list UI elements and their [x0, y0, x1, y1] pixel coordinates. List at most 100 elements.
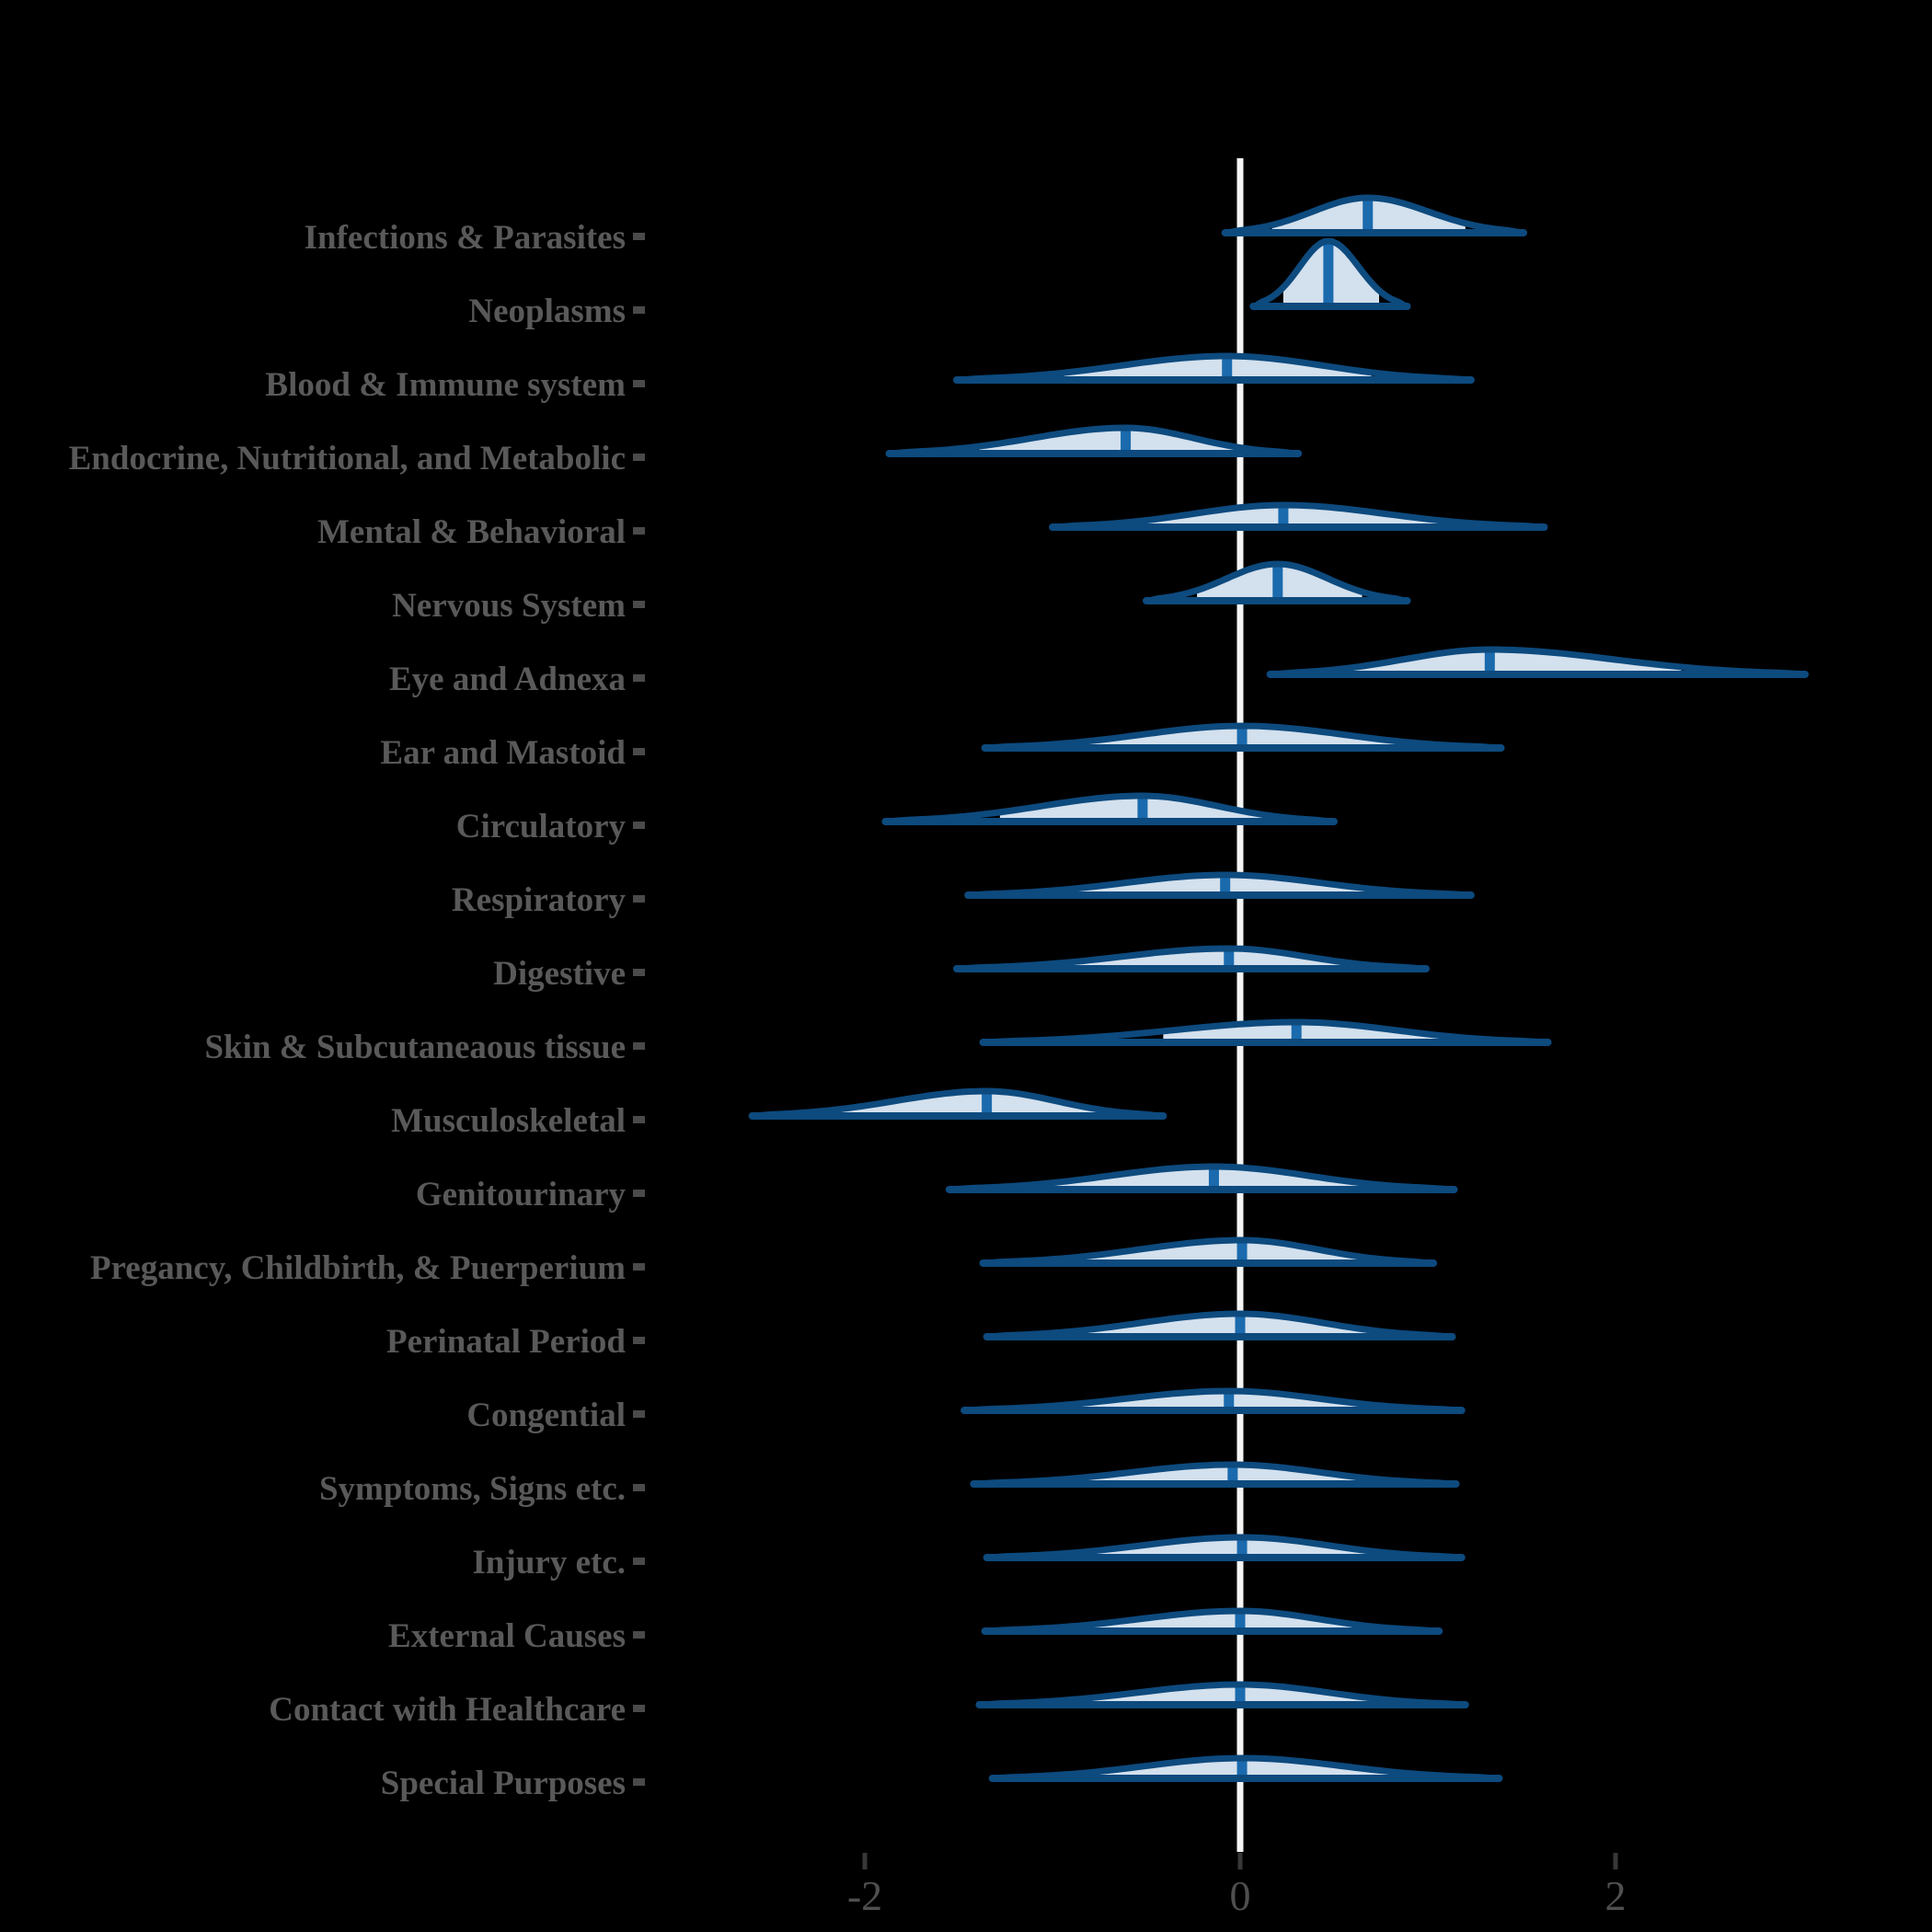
median-bar	[1235, 1682, 1246, 1705]
median-bar	[982, 1088, 993, 1116]
density-outline	[955, 352, 1473, 384]
density-outline	[751, 1087, 1165, 1120]
category-tick-square	[633, 748, 645, 755]
median-bar	[1272, 561, 1283, 601]
violin-row: Ear and Mastoid	[380, 722, 1505, 772]
x-axis-tick-label: -2	[847, 1872, 882, 1919]
density-outline	[888, 424, 1300, 457]
violin-row: Skin & Subcutaneaous tissue	[204, 1018, 1552, 1066]
x-axis-tick-label: 0	[1230, 1872, 1251, 1919]
category-tick-square	[633, 527, 645, 535]
violin-row: Digestive	[493, 945, 1430, 993]
category-label: Pregancy, Childbirth, & Puerperium	[90, 1249, 626, 1287]
category-tick-square	[633, 1410, 645, 1418]
zero-reference-line	[1236, 158, 1244, 1852]
median-bar	[1224, 1388, 1235, 1410]
violin-row: Mental & Behavioral	[317, 501, 1548, 551]
median-bar	[1224, 946, 1235, 969]
violin-row: Infections & Parasites	[305, 194, 1527, 257]
category-tick-square	[633, 1042, 645, 1050]
density-outline	[962, 1387, 1464, 1414]
category-label: Respiratory	[452, 881, 627, 919]
violin-row: Nervous System	[392, 560, 1411, 625]
median-bar	[1236, 1755, 1248, 1778]
category-tick-square	[633, 969, 645, 976]
category-tick-square	[633, 1778, 645, 1786]
density-fill	[1334, 650, 1682, 674]
category-label: Symptoms, Signs etc.	[319, 1470, 626, 1508]
category-label: Nervous System	[392, 587, 626, 625]
median-bar	[1227, 1462, 1238, 1484]
category-label: Congential	[466, 1397, 626, 1434]
median-bar	[1208, 1164, 1219, 1190]
violin-row: Perinatal Period	[386, 1310, 1456, 1361]
category-tick-square	[633, 1190, 645, 1197]
density-outline	[982, 1236, 1435, 1267]
density-outline	[884, 792, 1336, 825]
density-outline	[1269, 646, 1807, 678]
violin-row: Blood & Immune system	[265, 352, 1475, 404]
violin-row: Congential	[466, 1387, 1466, 1434]
category-label: Eye and Adnexa	[389, 661, 626, 698]
density-outline	[983, 722, 1502, 752]
violin-row: Musculoskeletal	[391, 1087, 1167, 1140]
category-tick-square	[633, 380, 645, 387]
median-bar	[1236, 1535, 1248, 1558]
category-tick-square	[633, 1705, 645, 1712]
violin-row: Eye and Adnexa	[389, 646, 1809, 698]
density-outline	[948, 1163, 1455, 1193]
density-fill	[1062, 1391, 1377, 1410]
violin-row: Neoplasms	[468, 237, 1411, 330]
category-label: Musculoskeletal	[391, 1102, 626, 1140]
category-label: Infections & Parasites	[305, 219, 626, 257]
median-bar	[1236, 1237, 1248, 1263]
density-fill	[840, 1091, 1110, 1116]
category-tick-square	[633, 1558, 645, 1565]
median-bar	[1235, 1608, 1246, 1631]
density-fill	[979, 428, 1254, 454]
median-bar	[1235, 1311, 1246, 1337]
category-label: Endocrine, Nutritional, and Metabolic	[69, 440, 626, 477]
violin-row: Symptoms, Signs etc.	[319, 1461, 1460, 1508]
category-tick-square	[633, 822, 645, 829]
category-label: Neoplasms	[468, 293, 626, 330]
density-outline	[1224, 194, 1525, 236]
category-tick-square	[633, 895, 645, 903]
density-outline	[1251, 237, 1409, 310]
category-label: External Causes	[388, 1617, 626, 1655]
category-label: Contact with Healthcare	[269, 1691, 626, 1729]
category-label: Ear and Mastoid	[380, 734, 626, 772]
category-label: Circulatory	[456, 808, 627, 845]
density-outline	[1051, 501, 1546, 531]
category-tick-square	[633, 306, 645, 314]
category-label: Mental & Behavioral	[317, 513, 626, 551]
density-outline	[972, 1461, 1458, 1488]
median-bar	[1278, 502, 1289, 527]
category-label: Genitourinary	[416, 1176, 627, 1213]
category-tick-square	[633, 454, 645, 461]
violin-row: Injury etc.	[473, 1534, 1466, 1581]
category-label: Perinatal Period	[386, 1323, 626, 1361]
category-tick-square	[633, 1337, 645, 1344]
category-label: Digestive	[493, 955, 626, 993]
category-tick-square	[633, 1631, 645, 1639]
density-outline	[1144, 560, 1409, 604]
violin-row: Respiratory	[452, 871, 1475, 919]
median-bar	[1484, 647, 1495, 674]
median-bar	[1220, 872, 1231, 895]
density-outline	[985, 1310, 1454, 1340]
density-outline	[983, 1607, 1441, 1635]
violin-row: Endocrine, Nutritional, and Metabolic	[69, 424, 1303, 477]
category-label: Skin & Subcutaneaous tissue	[204, 1029, 626, 1066]
category-tick-square	[633, 1484, 645, 1491]
median-bar	[1121, 425, 1132, 454]
category-tick-square	[633, 1263, 645, 1271]
category-label: Blood & Immune system	[265, 366, 626, 404]
median-bar	[1323, 238, 1334, 306]
violin-row: External Causes	[388, 1607, 1443, 1655]
median-bar	[1236, 723, 1248, 748]
violin-row: Contact with Healthcare	[269, 1681, 1469, 1729]
density-outline	[982, 1018, 1549, 1046]
